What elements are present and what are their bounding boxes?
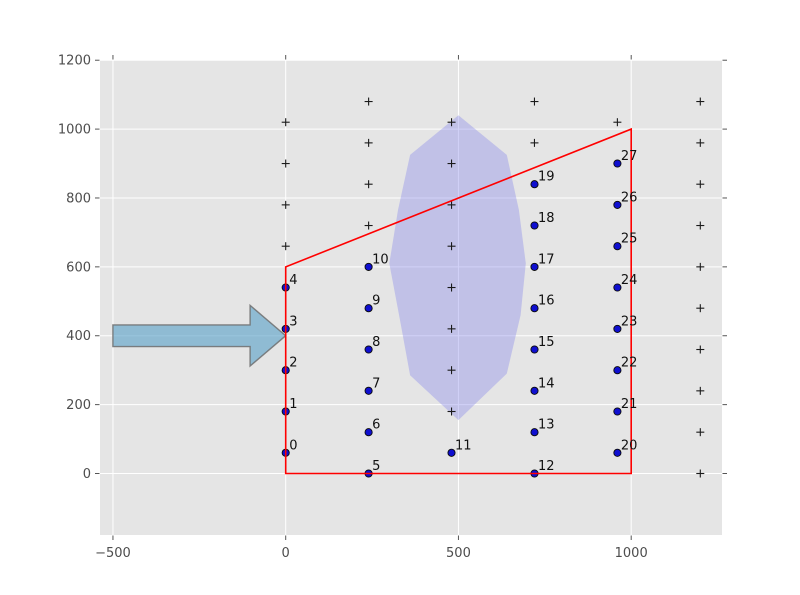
- data-point-label: 19: [538, 170, 555, 185]
- data-point-label: 22: [621, 356, 638, 371]
- data-point-label: 25: [621, 232, 638, 247]
- data-point-dot: [613, 407, 622, 416]
- data-point-label: 5: [372, 459, 380, 474]
- x-tick-label: −500: [95, 546, 131, 561]
- data-point-label: 12: [538, 459, 555, 474]
- data-point-label: 23: [621, 314, 638, 329]
- data-point-label: 18: [538, 211, 555, 226]
- data-point-dot: [613, 448, 622, 457]
- data-point-dot: [530, 428, 539, 437]
- data-point-label: 17: [538, 252, 555, 267]
- data-point-dot: [364, 428, 373, 437]
- data-point-dot: [530, 304, 539, 313]
- arrow-shape: [112, 303, 287, 368]
- data-point-label: 21: [621, 397, 638, 412]
- data-point-label: 10: [372, 252, 389, 267]
- y-tick-label: 0: [83, 467, 91, 482]
- x-tick-label: 500: [446, 546, 471, 561]
- data-point-label: 13: [538, 418, 555, 433]
- data-point-dot: [613, 366, 622, 375]
- data-point-label: 14: [538, 376, 555, 391]
- data-point-dot: [530, 386, 539, 395]
- data-point-label: 0: [289, 438, 297, 453]
- data-point-dot: [530, 262, 539, 271]
- y-tick-label: 200: [66, 398, 91, 413]
- data-point-dot: [364, 304, 373, 313]
- x-tick-label: 0: [282, 546, 290, 561]
- y-tick-label: 1200: [58, 54, 91, 69]
- y-tick-label: 400: [66, 329, 91, 344]
- data-point-label: 1: [289, 397, 297, 412]
- red-polygon-outline: [284, 127, 633, 475]
- data-point-label: 2: [289, 356, 297, 371]
- y-tick-label: 1000: [58, 123, 91, 138]
- data-point-label: 9: [372, 294, 380, 309]
- data-point-dot: [530, 221, 539, 230]
- data-point-label: 8: [372, 335, 380, 350]
- data-point-label: 11: [455, 438, 472, 453]
- data-point-label: 6: [372, 418, 380, 433]
- y-tick-label: 600: [66, 260, 91, 275]
- data-point-dot: [613, 200, 622, 209]
- data-point-label: 7: [372, 376, 380, 391]
- data-point-dot: [530, 345, 539, 354]
- data-point-label: 27: [621, 149, 638, 164]
- data-point-label: 20: [621, 438, 638, 453]
- data-point-dot: [530, 180, 539, 189]
- data-point-dot: [613, 242, 622, 251]
- data-point-label: 4: [289, 273, 297, 288]
- y-tick-label: 800: [66, 191, 91, 206]
- blob-polygon: [389, 115, 526, 421]
- data-point-label: 26: [621, 190, 638, 205]
- data-point-dot: [613, 324, 622, 333]
- data-point-label: 3: [289, 314, 297, 329]
- data-point-dot: [364, 386, 373, 395]
- x-tick-label: 1000: [615, 546, 648, 561]
- data-point-label: 24: [621, 273, 638, 288]
- data-point-dot: [447, 448, 456, 457]
- data-point-dot: [613, 159, 622, 168]
- data-point-dot: [364, 345, 373, 354]
- data-point-label: 15: [538, 335, 555, 350]
- data-point-dot: [613, 283, 622, 292]
- data-point-dot: [364, 262, 373, 271]
- data-point-label: 16: [538, 294, 555, 309]
